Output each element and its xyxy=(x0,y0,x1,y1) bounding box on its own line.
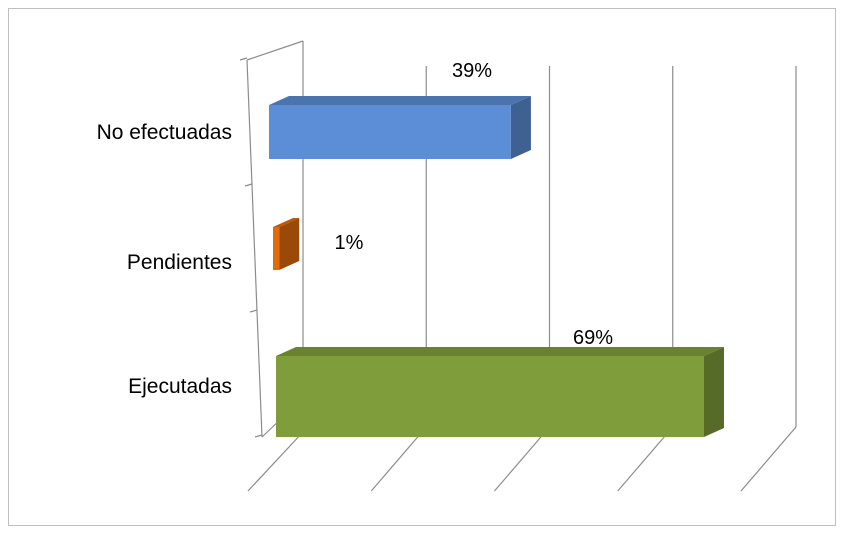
chart-frame xyxy=(8,8,836,526)
floor-gridline xyxy=(740,426,797,492)
bar-ejecutadas xyxy=(276,356,704,437)
bar-top-face xyxy=(269,96,531,105)
axis-tick xyxy=(244,183,253,187)
category-label: No efectuadas xyxy=(97,121,232,144)
axis-tick xyxy=(254,434,263,438)
bar-no-efectuadas xyxy=(269,105,511,159)
data-label: 69% xyxy=(573,327,613,349)
bar-top-face xyxy=(273,218,300,227)
floor-gridline xyxy=(247,431,304,492)
data-label: 1% xyxy=(335,232,364,254)
axis-tick xyxy=(249,309,258,313)
side-wall-line xyxy=(246,59,263,438)
bar-pendientes xyxy=(273,227,280,270)
bar-side-face xyxy=(510,96,531,159)
bar-side-face xyxy=(279,218,300,270)
chart-bars xyxy=(269,96,724,437)
axis-tick xyxy=(239,57,248,61)
floor-gridline xyxy=(494,426,550,492)
chart-labels: No efectuadas 39% Pendientes 1% Ejecutadas 69… xyxy=(97,60,614,398)
data-label: 39% xyxy=(452,60,492,82)
floor-gridline xyxy=(370,426,427,492)
category-label: Ejecutadas xyxy=(128,375,232,398)
floor-gridline xyxy=(617,426,674,492)
bar-side-face xyxy=(704,347,724,437)
bar-top-face xyxy=(276,347,724,356)
side-wall-top xyxy=(246,40,304,61)
category-label: Pendientes xyxy=(127,251,232,274)
